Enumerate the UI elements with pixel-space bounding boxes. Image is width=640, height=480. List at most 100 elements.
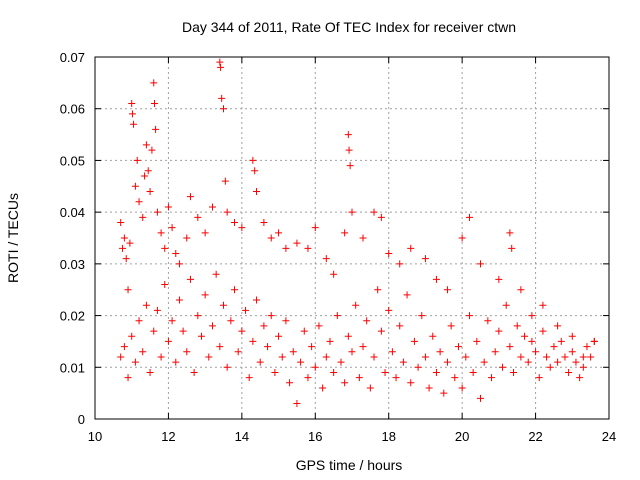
data-point bbox=[275, 229, 283, 237]
data-point bbox=[141, 172, 149, 180]
data-point bbox=[508, 244, 516, 252]
data-point bbox=[462, 353, 470, 361]
data-point bbox=[532, 348, 540, 356]
data-point bbox=[326, 337, 334, 345]
data-point bbox=[271, 368, 279, 376]
data-point bbox=[260, 218, 268, 226]
data-point bbox=[388, 348, 396, 356]
data-point bbox=[122, 255, 130, 263]
data-point bbox=[557, 337, 565, 345]
data-point bbox=[425, 384, 433, 392]
chart-title: Day 344 of 2011, Rate Of TEC Index for r… bbox=[182, 19, 516, 35]
data-point bbox=[205, 353, 213, 361]
data-point bbox=[223, 363, 231, 371]
data-point bbox=[183, 234, 191, 242]
data-point bbox=[469, 368, 477, 376]
data-point bbox=[432, 368, 440, 376]
data-point bbox=[346, 162, 354, 170]
data-point bbox=[396, 260, 404, 268]
data-point bbox=[451, 374, 459, 382]
data-point bbox=[491, 348, 499, 356]
data-point bbox=[164, 337, 172, 345]
data-point bbox=[499, 363, 507, 371]
data-point bbox=[458, 234, 466, 242]
data-point bbox=[322, 353, 330, 361]
data-point bbox=[363, 317, 371, 325]
data-point bbox=[286, 379, 294, 387]
data-point bbox=[256, 358, 264, 366]
data-point bbox=[117, 353, 125, 361]
data-point bbox=[341, 379, 349, 387]
data-point bbox=[432, 275, 440, 283]
data-point bbox=[322, 255, 330, 263]
data-point bbox=[293, 239, 301, 247]
data-point bbox=[370, 353, 378, 361]
data-point bbox=[447, 322, 455, 330]
grid-lines bbox=[95, 57, 609, 419]
x-tick-label: 14 bbox=[235, 429, 249, 444]
data-point bbox=[197, 332, 205, 340]
data-point bbox=[311, 224, 319, 232]
data-point bbox=[443, 358, 451, 366]
y-tick-label: 0.04 bbox=[60, 205, 85, 220]
data-point bbox=[403, 291, 411, 299]
data-point bbox=[355, 374, 363, 382]
data-point bbox=[572, 358, 580, 366]
data-point bbox=[539, 301, 547, 309]
data-point bbox=[264, 343, 272, 351]
data-point bbox=[201, 291, 209, 299]
data-point bbox=[293, 399, 301, 407]
data-point bbox=[341, 229, 349, 237]
x-tick-label: 20 bbox=[455, 429, 469, 444]
data-point bbox=[139, 213, 147, 221]
data-point bbox=[495, 275, 503, 283]
data-point bbox=[300, 327, 308, 335]
data-point bbox=[502, 301, 510, 309]
data-point bbox=[377, 213, 385, 221]
data-point bbox=[344, 131, 352, 139]
data-point bbox=[201, 229, 209, 237]
data-point bbox=[186, 193, 194, 201]
data-point bbox=[359, 234, 367, 242]
data-point bbox=[304, 244, 312, 252]
data-point bbox=[381, 368, 389, 376]
data-point bbox=[480, 358, 488, 366]
data-point bbox=[117, 218, 125, 226]
data-point bbox=[366, 384, 374, 392]
data-point bbox=[231, 218, 239, 226]
x-tick-label: 24 bbox=[602, 429, 616, 444]
data-point bbox=[220, 105, 227, 113]
data-point bbox=[488, 374, 496, 382]
data-point bbox=[583, 343, 591, 351]
data-point bbox=[590, 337, 598, 345]
y-axis-title: ROTI / TECUs bbox=[5, 193, 21, 283]
data-point bbox=[128, 100, 136, 108]
data-point bbox=[521, 332, 529, 340]
data-point bbox=[153, 306, 161, 314]
data-point bbox=[208, 203, 216, 211]
data-point bbox=[370, 208, 378, 216]
data-point bbox=[223, 208, 231, 216]
data-point bbox=[517, 353, 525, 361]
data-point bbox=[473, 337, 481, 345]
data-point bbox=[443, 286, 451, 294]
y-tick-label: 0.07 bbox=[60, 50, 85, 65]
data-point bbox=[119, 244, 127, 252]
data-point bbox=[543, 353, 551, 361]
x-tick-labels: 10 12 14 16 18 20 22 24 bbox=[88, 429, 616, 444]
data-point bbox=[524, 358, 532, 366]
data-point bbox=[218, 94, 226, 102]
data-point bbox=[352, 301, 360, 309]
data-point bbox=[337, 358, 345, 366]
data-point bbox=[348, 208, 356, 216]
data-point bbox=[212, 270, 220, 278]
data-point bbox=[333, 312, 341, 320]
data-points bbox=[117, 58, 598, 407]
data-point bbox=[348, 348, 356, 356]
data-point bbox=[152, 125, 160, 133]
data-point bbox=[282, 317, 290, 325]
data-point bbox=[315, 322, 323, 330]
y-tick-label: 0.03 bbox=[60, 257, 85, 272]
data-point bbox=[146, 368, 154, 376]
